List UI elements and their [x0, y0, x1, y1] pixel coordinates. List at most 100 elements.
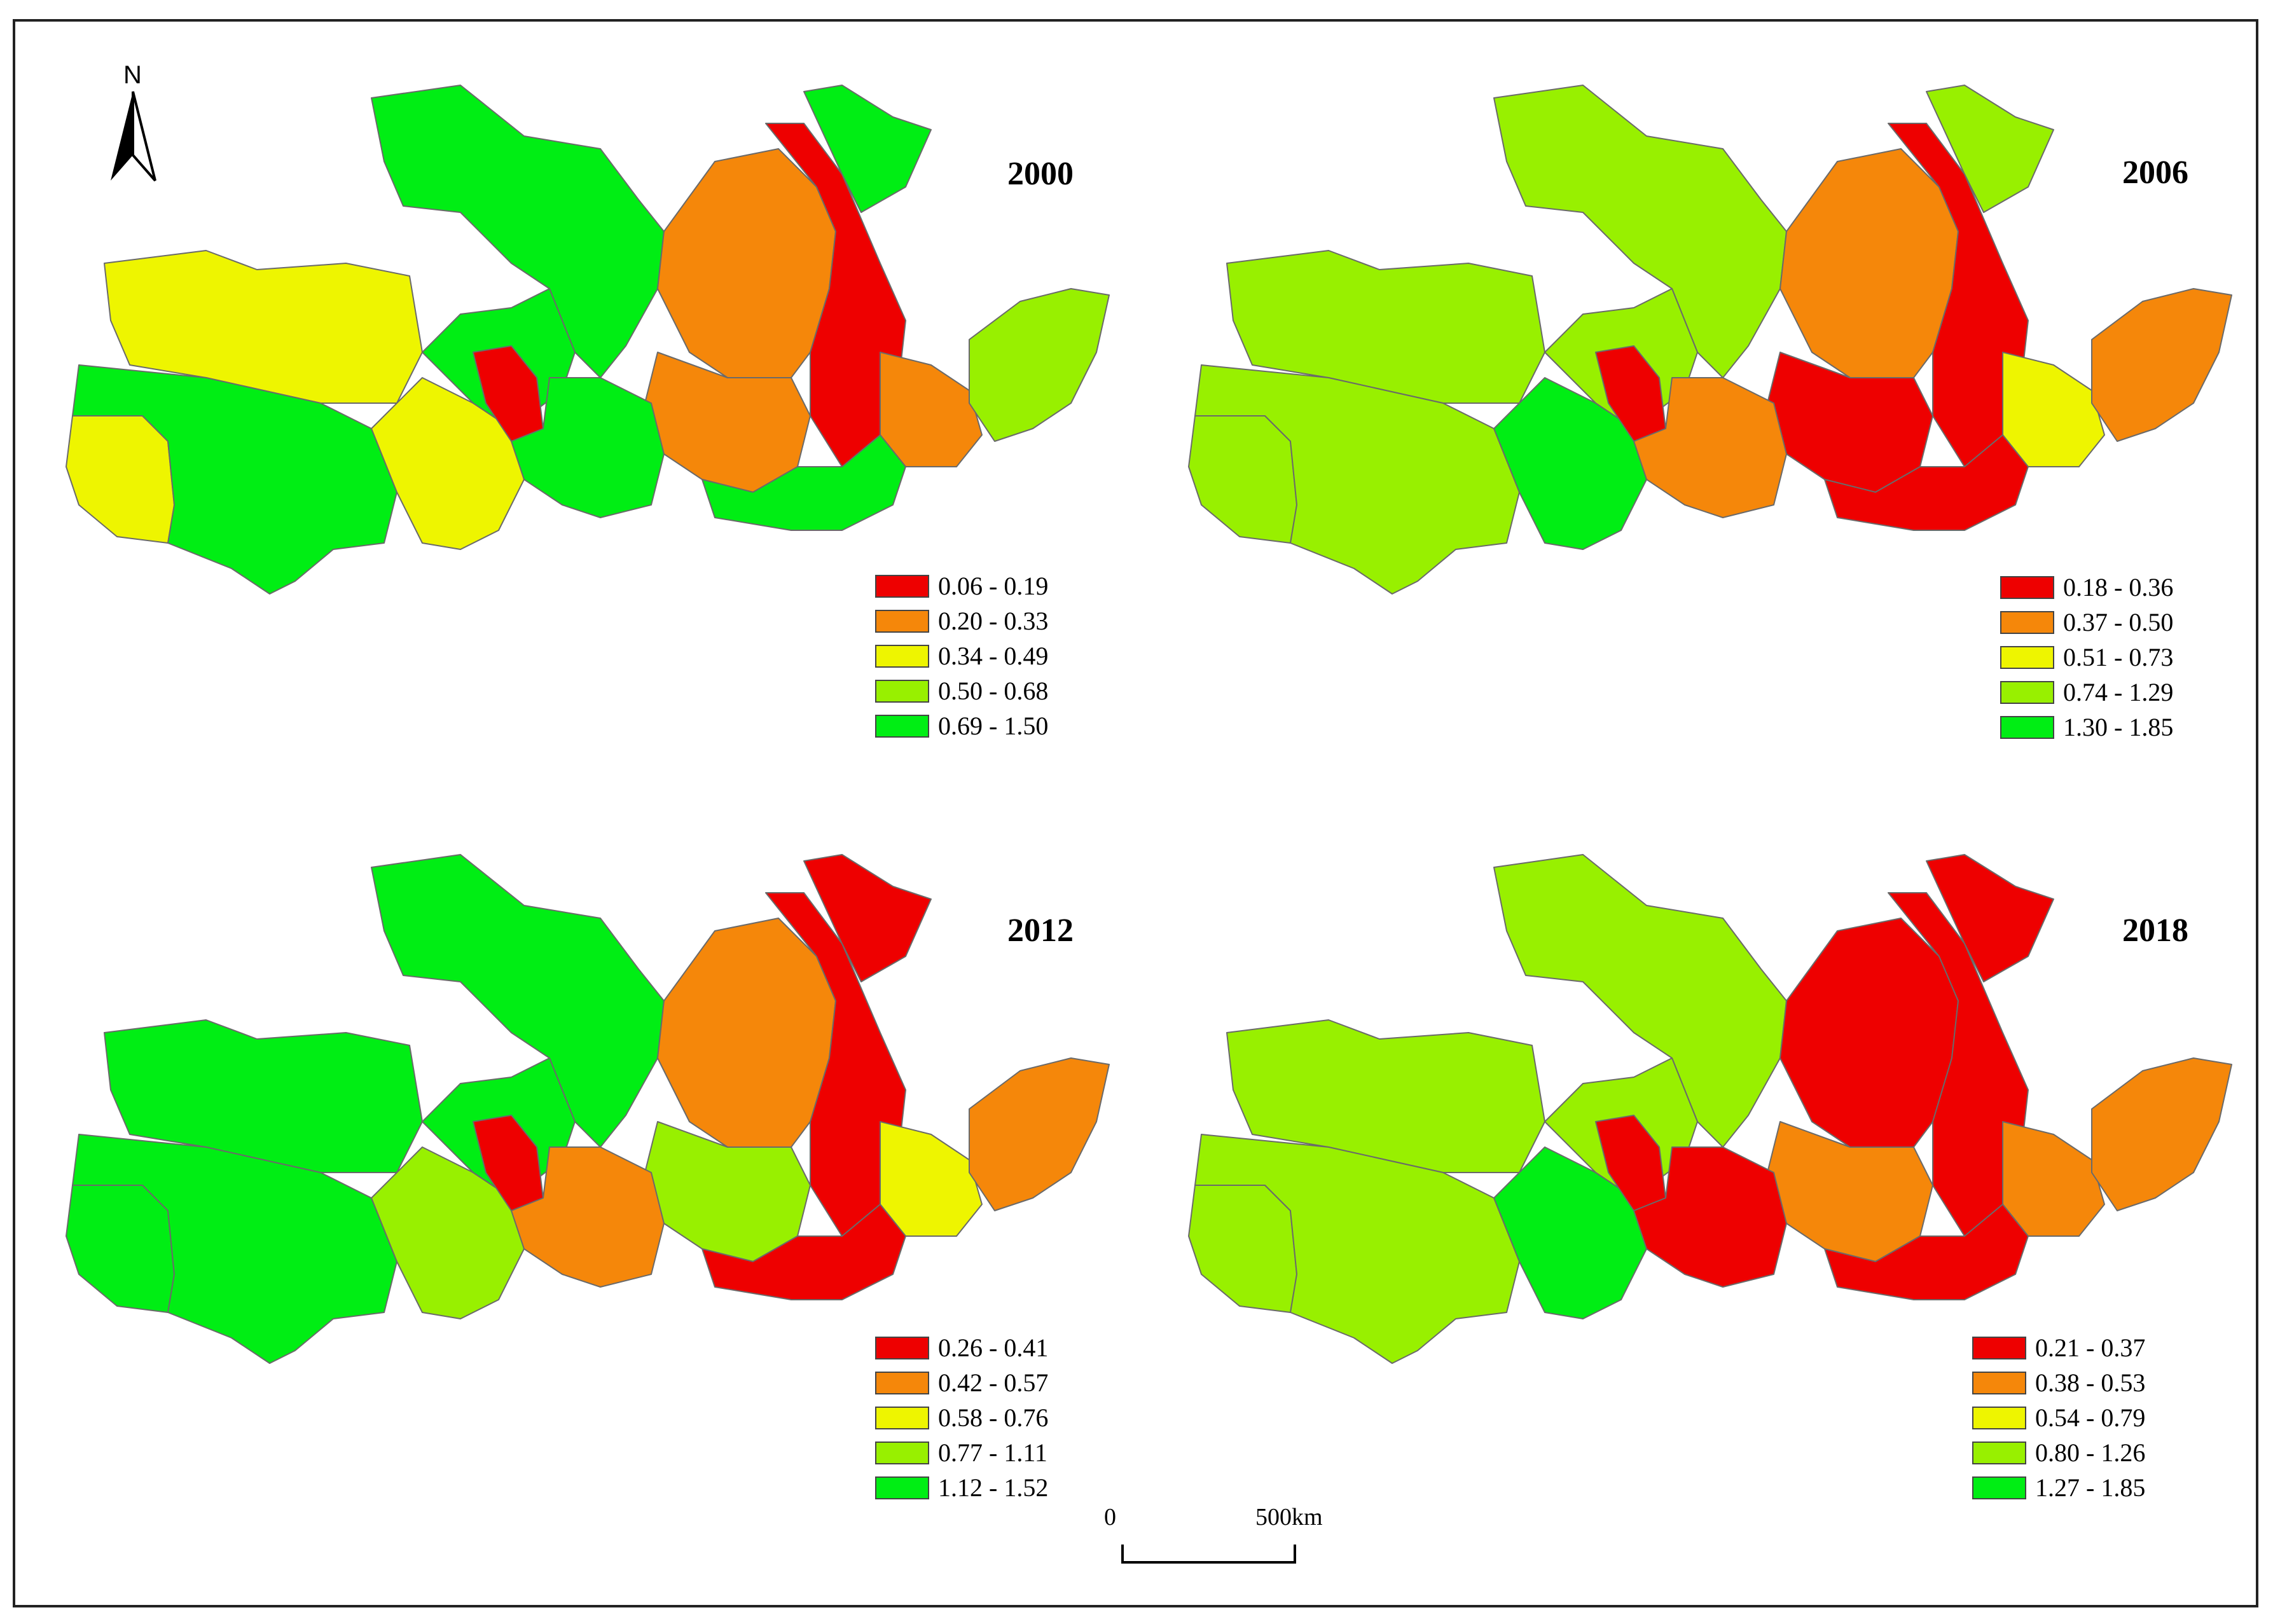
- legend-item: 0.37 - 0.50: [2000, 605, 2173, 640]
- legend-swatch: [1972, 1441, 2026, 1464]
- map-frame: N 2000 0.06 - 0.19 0.20 - 0.33 0.34 - 0.49…: [13, 19, 2258, 1607]
- legend-label: 0.50 - 0.68: [938, 677, 1049, 705]
- region-south-strip: [701, 1204, 906, 1300]
- legend-swatch: [875, 1441, 929, 1464]
- region-tibet-west: [1188, 1185, 1297, 1313]
- scale-end-label: 500km: [1255, 1504, 1323, 1531]
- region-tibet-south: [1194, 1134, 1520, 1364]
- legend: 0.06 - 0.19 0.20 - 0.33 0.34 - 0.49 0.50 - …: [875, 568, 1048, 743]
- legend-item: 0.54 - 0.79: [1972, 1400, 2145, 1435]
- region-inner-mid: [1779, 148, 1959, 378]
- legend-label: 0.38 - 0.53: [2035, 1368, 2146, 1397]
- legend-swatch: [875, 1336, 929, 1359]
- map-panel-2000: 2000 0.06 - 0.19 0.20 - 0.33 0.34 - 0.49 0.…: [15, 22, 1138, 791]
- legend-label: 0.20 - 0.33: [938, 607, 1049, 635]
- legend-item: 0.69 - 1.50: [875, 708, 1048, 743]
- legend-swatch: [2000, 645, 2054, 669]
- legend-label: 0.06 - 0.19: [938, 572, 1049, 600]
- region-northwest: [371, 854, 665, 1148]
- legend: 0.26 - 0.41 0.42 - 0.57 0.58 - 0.76 0.77 - …: [875, 1330, 1048, 1505]
- region-central-south: [511, 1146, 665, 1288]
- region-tibet-north: [1226, 250, 1545, 404]
- legend-swatch: [875, 574, 929, 598]
- legend-item: 0.58 - 0.76: [875, 1400, 1048, 1435]
- legend-label: 0.58 - 0.76: [938, 1403, 1049, 1432]
- region-inner-mid: [657, 148, 836, 378]
- legend-item: 0.50 - 0.68: [875, 673, 1048, 708]
- legend-item: 1.27 - 1.85: [1972, 1470, 2145, 1505]
- legend-item: 1.30 - 1.85: [2000, 710, 2173, 745]
- region-henan: [880, 1121, 983, 1237]
- legend-swatch: [1972, 1476, 2026, 1499]
- region-tibet-south: [72, 364, 397, 595]
- map-panel-2006: 2006 0.18 - 0.36 0.37 - 0.50 0.51 - 0.73 0.…: [1138, 22, 2260, 791]
- legend-label: 0.51 - 0.73: [2063, 643, 2174, 671]
- legend-label: 0.34 - 0.49: [938, 642, 1049, 670]
- legend-label: 0.26 - 0.41: [938, 1333, 1049, 1362]
- region-northwest: [371, 85, 665, 378]
- legend-swatch: [875, 1476, 929, 1499]
- region-hebei: [1926, 854, 2054, 982]
- legend-item: 0.74 - 1.29: [2000, 675, 2173, 710]
- map-panel-2012: 2012 0.26 - 0.41 0.42 - 0.57 0.58 - 0.76 0.…: [15, 791, 1138, 1560]
- legend: 0.21 - 0.37 0.38 - 0.53 0.54 - 0.79 0.80 - …: [1972, 1330, 2145, 1505]
- year-label: 2000: [1007, 156, 1074, 192]
- legend-item: 0.20 - 0.33: [875, 603, 1048, 638]
- region-qinghai-east: [1493, 377, 1647, 550]
- region-qinghai-east: [371, 1146, 525, 1319]
- legend: 0.18 - 0.36 0.37 - 0.50 0.51 - 0.73 0.74 - …: [2000, 570, 2173, 745]
- region-qinghai-east: [371, 377, 525, 550]
- legend-label: 0.54 - 0.79: [2035, 1403, 2146, 1432]
- region-henan: [880, 352, 983, 467]
- region-tibet-south: [72, 1134, 397, 1364]
- legend-item: 0.06 - 0.19: [875, 568, 1048, 603]
- region-hebei: [803, 854, 932, 982]
- legend-label: 0.18 - 0.36: [2063, 573, 2174, 602]
- legend-item: 1.12 - 1.52: [875, 1470, 1048, 1505]
- region-hebei: [803, 85, 932, 213]
- legend-item: 0.26 - 0.41: [875, 1330, 1048, 1365]
- legend-label: 0.74 - 1.29: [2063, 678, 2174, 706]
- legend-label: 0.37 - 0.50: [2063, 608, 2174, 637]
- legend-swatch: [1972, 1406, 2026, 1429]
- region-south-strip: [701, 434, 906, 531]
- region-inner-mid: [1779, 918, 1959, 1148]
- scale-start-label: 0: [1104, 1504, 1116, 1531]
- region-hebei: [1926, 85, 2054, 213]
- region-tibet-west: [1188, 415, 1297, 544]
- region-tibet-north: [1226, 1019, 1545, 1173]
- region-tibet-north: [104, 1019, 423, 1173]
- legend-swatch: [2000, 715, 2054, 739]
- north-arrow-icon: [111, 91, 156, 182]
- legend-item: 0.18 - 0.36: [2000, 570, 2173, 605]
- region-qinghai-east: [1493, 1146, 1647, 1319]
- year-label: 2006: [2122, 155, 2188, 191]
- region-henan: [2002, 352, 2105, 467]
- region-central-south: [1633, 377, 1787, 518]
- region-shandong: [2091, 1057, 2232, 1211]
- legend-item: 0.21 - 0.37: [1972, 1330, 2145, 1365]
- legend-item: 0.42 - 0.57: [875, 1365, 1048, 1400]
- legend-swatch: [875, 1371, 929, 1394]
- region-northwest: [1493, 85, 1787, 378]
- choropleth-map: [66, 85, 1110, 595]
- region-tibet-north: [104, 250, 423, 404]
- region-henan: [2002, 1121, 2105, 1237]
- region-tibet-south: [1194, 364, 1520, 595]
- choropleth-map: [66, 854, 1110, 1364]
- scale-bar: [1121, 1545, 1296, 1564]
- legend-swatch: [1972, 1336, 2026, 1359]
- legend-item: 0.51 - 0.73: [2000, 640, 2173, 675]
- legend-swatch: [2000, 575, 2054, 599]
- region-south-strip: [1824, 434, 2029, 531]
- region-tibet-west: [66, 1185, 175, 1313]
- region-central-south: [511, 377, 665, 518]
- legend-swatch: [875, 1406, 929, 1429]
- legend-swatch: [875, 679, 929, 703]
- legend-item: 0.77 - 1.11: [875, 1435, 1048, 1470]
- legend-swatch: [1972, 1371, 2026, 1394]
- region-inner-mid: [657, 918, 836, 1148]
- region-south-strip: [1824, 1204, 2029, 1300]
- north-label: N: [123, 61, 142, 89]
- region-central-south: [1633, 1146, 1787, 1288]
